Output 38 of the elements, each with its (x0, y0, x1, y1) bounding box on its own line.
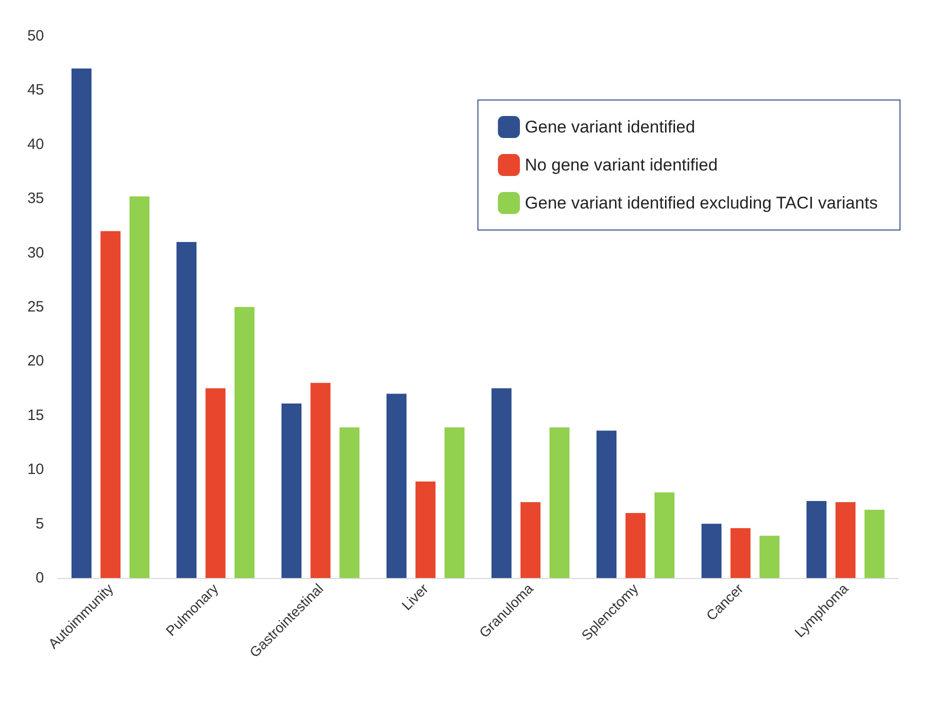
bar (550, 427, 570, 578)
y-tick-label: 40 (27, 136, 44, 153)
bar (130, 196, 150, 578)
bar (760, 536, 780, 578)
y-tick-label: 25 (27, 298, 44, 316)
y-tick-label: 10 (27, 461, 44, 478)
bar (100, 231, 120, 578)
y-tick-label: 50 (27, 28, 44, 44)
bar (596, 430, 616, 578)
bar (282, 403, 302, 578)
bar (626, 512, 646, 578)
bar (206, 388, 226, 578)
bar (416, 482, 436, 578)
bar (836, 502, 856, 578)
bar (72, 68, 92, 578)
bar (444, 427, 464, 578)
bar (520, 502, 540, 578)
bar (310, 382, 330, 578)
y-tick-label: 15 (27, 406, 44, 424)
bar (492, 388, 512, 578)
y-tick-label: 45 (27, 82, 44, 99)
y-tick-label: 20 (27, 352, 44, 370)
y-tick-label: 5 (36, 515, 44, 532)
bar (234, 307, 254, 578)
y-tick-label: 30 (27, 244, 44, 262)
y-tick-label: 35 (27, 190, 44, 208)
bar (806, 501, 826, 578)
bar (340, 427, 360, 578)
bar (386, 394, 406, 578)
bar (730, 528, 750, 578)
legend-label: No gene variant identified (524, 156, 718, 174)
legend-label: Gene variant identified (524, 118, 696, 136)
legend-label: Gene variant identified excluding TACI variants (524, 194, 878, 212)
bar (864, 510, 884, 578)
bar (654, 492, 674, 578)
bar (176, 242, 196, 578)
y-tick-label: 0 (36, 570, 44, 586)
bar (702, 524, 722, 578)
